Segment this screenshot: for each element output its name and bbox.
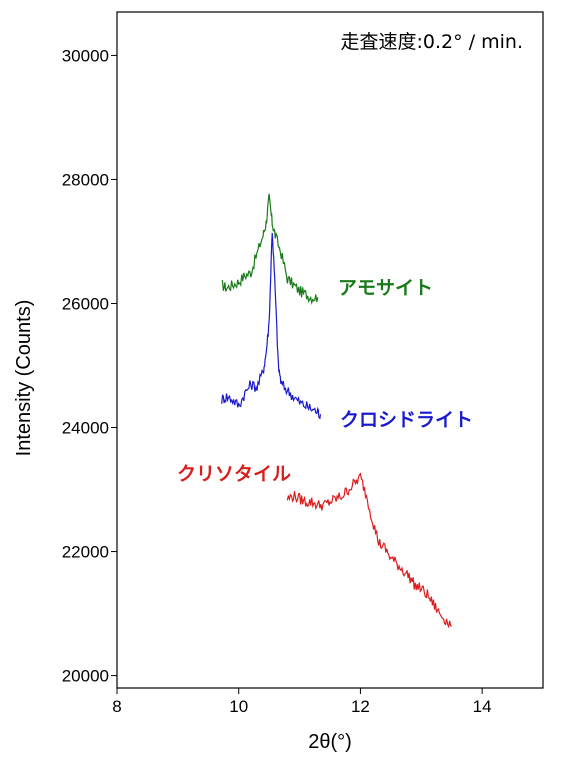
x-tick-label: 8 (112, 697, 121, 716)
series-line-chrysotile (286, 472, 452, 629)
y-tick-label: 26000 (62, 294, 109, 313)
y-axis-title: Intensity (Counts) (13, 300, 35, 457)
series-label-amosite: アモサイト (338, 277, 433, 299)
series-label-chrysotile: クリソタイル (177, 463, 291, 485)
plot-frame (116, 11, 544, 689)
series-label-crocidolite: クロシドライト (340, 409, 473, 431)
x-tick-label: 10 (229, 697, 248, 716)
series-line-amosite (221, 193, 319, 306)
x-tick-label: 14 (473, 697, 492, 716)
y-tick-label: 28000 (62, 170, 109, 189)
axes-layer: 8 10 12 14 20000 22000 24000 26000 28000 30000 (62, 11, 544, 716)
y-tick-label: 20000 (62, 667, 109, 686)
y-tick-label: 22000 (62, 543, 109, 562)
x-axis-title: 2θ(°) (308, 731, 352, 753)
series-line-crocidolite (221, 232, 322, 420)
y-tick-label: 24000 (62, 419, 109, 438)
y-tick-label: 30000 (62, 46, 109, 65)
scan-speed-annotation: 走査速度:0.2° / min. (341, 31, 523, 53)
x-tick-label: 12 (351, 697, 370, 716)
